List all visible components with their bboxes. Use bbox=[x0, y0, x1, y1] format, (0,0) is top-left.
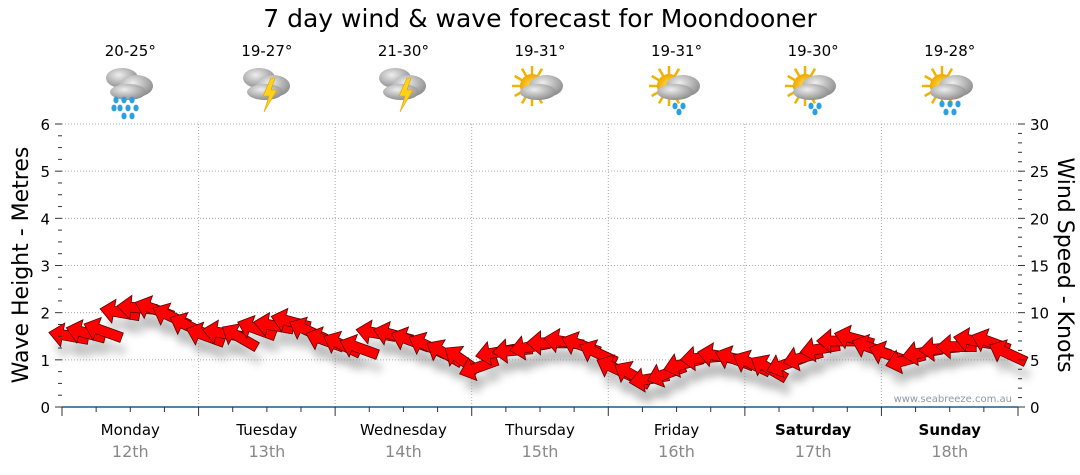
wind-arrow bbox=[339, 333, 380, 360]
y2-tick-label: 20 bbox=[1030, 210, 1049, 228]
day-date: 17th bbox=[794, 442, 832, 461]
day-forecast-thursday: 19-31° bbox=[472, 42, 608, 120]
x-tick-label: Friday 16th bbox=[609, 421, 745, 461]
y-tick-label: 4 bbox=[40, 210, 50, 228]
day-forecast-saturday: 19-30° bbox=[745, 42, 881, 120]
temperature-range: 19-28° bbox=[924, 42, 976, 60]
day-date: 15th bbox=[521, 442, 559, 461]
y2-axis-label: Wind Speed - Knots bbox=[1052, 157, 1077, 372]
x-tick-label: Saturday 17th bbox=[745, 421, 881, 461]
y-tick-label: 6 bbox=[40, 116, 50, 134]
y2-tick-label: 5 bbox=[1030, 352, 1040, 370]
x-tick-label: Thursday 15th bbox=[472, 421, 608, 461]
partly-cloudy-icon bbox=[512, 66, 563, 106]
day-date: 13th bbox=[248, 442, 286, 461]
temperature-range: 19-30° bbox=[787, 42, 839, 60]
x-tick-label: Tuesday 13th bbox=[199, 421, 335, 461]
y2-tick-label: 0 bbox=[1030, 399, 1040, 417]
y-tick-label: 1 bbox=[40, 352, 50, 370]
arrow-shadow bbox=[52, 337, 94, 361]
y2-tick-label: 30 bbox=[1030, 116, 1049, 134]
day-date: 14th bbox=[385, 442, 422, 461]
y2-tick-label: 25 bbox=[1030, 163, 1049, 181]
sun-cloud-showers-icon bbox=[785, 66, 837, 116]
watermark: www.seabreeze.com.au bbox=[894, 394, 1012, 405]
rain-icon bbox=[106, 68, 154, 120]
x-tick-label: Monday 12th bbox=[62, 421, 198, 461]
day-name: Wednesday bbox=[360, 421, 447, 439]
chart-title: 7 day wind & wave forecast for Moondoone… bbox=[263, 4, 817, 33]
arrow-shadow bbox=[190, 336, 230, 362]
temperature-range: 20-25° bbox=[104, 42, 156, 60]
arrow-shadow bbox=[226, 337, 264, 366]
day-forecast-wednesday: 21-30° bbox=[335, 42, 471, 120]
wind-arrow bbox=[65, 319, 107, 344]
thunderstorm-icon bbox=[242, 68, 290, 113]
temperature-range: 19-31° bbox=[651, 42, 703, 60]
day-name: Thursday bbox=[505, 421, 575, 439]
arrow-shadow bbox=[993, 353, 1032, 381]
thunderstorm-icon bbox=[379, 68, 427, 113]
day-forecast-sunday: 19-28° bbox=[882, 42, 1018, 120]
day-forecast-friday: 19-31° bbox=[609, 42, 745, 120]
temperature-range: 19-31° bbox=[514, 42, 566, 60]
day-name: Tuesday bbox=[236, 421, 298, 439]
wind-arrow bbox=[237, 314, 278, 342]
wind-arrow bbox=[83, 316, 124, 343]
day-forecast-monday: 20-25° bbox=[62, 42, 198, 120]
sun-cloud-rain-icon bbox=[921, 66, 973, 116]
day-date: 18th bbox=[931, 442, 969, 461]
wind-arrow bbox=[185, 321, 227, 348]
y-axis-label: Wave Height - Metres bbox=[9, 147, 34, 384]
y-tick-label: 5 bbox=[40, 163, 50, 181]
y-tick-label: 3 bbox=[40, 258, 50, 276]
temperature-range: 21-30° bbox=[377, 42, 429, 60]
wind-arrow bbox=[48, 322, 90, 348]
day-name: Saturday bbox=[774, 421, 852, 439]
y-tick-label: 0 bbox=[40, 399, 50, 417]
day-name: Sunday bbox=[918, 421, 981, 439]
temperature-range: 19-27° bbox=[241, 42, 293, 60]
wind-arrow bbox=[935, 333, 977, 360]
day-forecast-tuesday: 19-27° bbox=[199, 42, 335, 120]
x-tick-label: Wednesday 14th bbox=[335, 421, 471, 461]
day-date: 12th bbox=[111, 442, 149, 461]
y2-tick-label: 15 bbox=[1030, 258, 1049, 276]
y-tick-label: 2 bbox=[40, 305, 50, 323]
sun-cloud-showers-icon bbox=[648, 66, 700, 116]
day-name: Friday bbox=[653, 421, 700, 439]
y2-tick-label: 10 bbox=[1030, 305, 1049, 323]
day-name: Monday bbox=[100, 421, 160, 439]
x-tick-label: Sunday 18th bbox=[882, 421, 1018, 461]
day-date: 16th bbox=[658, 442, 695, 461]
